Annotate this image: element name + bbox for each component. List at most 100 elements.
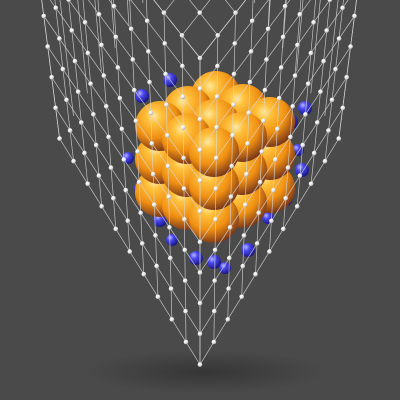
lattice-node xyxy=(72,58,78,64)
lattice-node xyxy=(164,133,170,138)
lattice-node xyxy=(290,104,296,109)
lattice-node xyxy=(85,181,90,187)
lattice-node xyxy=(213,217,218,222)
lattice-node xyxy=(336,136,342,141)
lattice-node xyxy=(85,50,91,56)
lattice-node xyxy=(254,241,260,246)
lattice-node xyxy=(71,158,76,164)
lattice-node xyxy=(119,126,125,132)
lattice-node xyxy=(256,210,262,216)
lattice-line xyxy=(153,0,201,59)
lattice-node xyxy=(295,42,300,48)
lattice-node xyxy=(228,194,234,200)
lattice-node xyxy=(180,94,186,99)
lattice-node xyxy=(231,102,236,108)
lattice-node xyxy=(79,120,84,125)
lattice-node xyxy=(182,217,187,222)
lattice-node xyxy=(246,110,251,116)
lattice-node xyxy=(57,36,62,41)
lattice-node xyxy=(88,81,93,87)
floor-shadow xyxy=(85,350,325,394)
lattice-node xyxy=(253,271,258,277)
lattice-node xyxy=(180,125,186,130)
lattice-node xyxy=(49,75,54,80)
lattice-node xyxy=(321,58,326,64)
lattice-node xyxy=(166,194,172,200)
lattice-node xyxy=(311,150,317,156)
lattice-node xyxy=(227,225,233,230)
lattice-node xyxy=(322,158,328,164)
lattice-node xyxy=(182,247,188,253)
lattice-node xyxy=(241,233,247,238)
lattice-node xyxy=(303,112,308,117)
lattice-node xyxy=(285,165,291,170)
lattice-node xyxy=(225,317,231,322)
lattice-node xyxy=(248,49,254,54)
lattice-node xyxy=(115,65,121,70)
lattice-node xyxy=(104,104,109,109)
lattice-node xyxy=(162,41,168,46)
lattice-node xyxy=(130,57,136,62)
lattice-node xyxy=(282,4,288,9)
lattice-node xyxy=(226,286,231,292)
lattice-line xyxy=(199,0,247,59)
lattice-node xyxy=(197,117,203,122)
lattice-node xyxy=(181,155,186,161)
lattice-node xyxy=(133,118,139,124)
lattice-node xyxy=(197,147,203,153)
lattice-node xyxy=(148,110,154,116)
lattice-line xyxy=(94,0,102,71)
blue-atom xyxy=(189,251,203,265)
lattice-node xyxy=(197,270,203,275)
lattice-node xyxy=(82,20,88,25)
lattice-node xyxy=(150,171,156,177)
lattice-node xyxy=(127,249,133,254)
lattice-node xyxy=(276,96,282,101)
lattice-node xyxy=(149,141,155,146)
lattice-node xyxy=(180,63,185,69)
lattice-node xyxy=(294,204,300,209)
lattice-node xyxy=(183,339,189,345)
lattice-node xyxy=(197,301,203,306)
lattice-node xyxy=(232,41,238,46)
orange-atom xyxy=(189,127,239,177)
lattice-node xyxy=(153,233,158,238)
lattice-node xyxy=(155,294,161,300)
lattice-node xyxy=(229,163,234,169)
lattice-node xyxy=(167,225,172,230)
lattice-node xyxy=(329,97,335,103)
lattice-node xyxy=(197,209,203,214)
lattice-node xyxy=(315,120,320,125)
lattice-node xyxy=(144,18,150,24)
blue-atom xyxy=(219,262,231,274)
lattice-node xyxy=(53,105,58,111)
lattice-node xyxy=(288,134,293,140)
lattice-node xyxy=(108,165,114,170)
lattice-line xyxy=(324,0,339,117)
lattice-node xyxy=(340,105,346,111)
lattice-node xyxy=(214,125,219,130)
lattice-node xyxy=(197,86,203,91)
lattice-node xyxy=(265,26,271,32)
lattice-node xyxy=(308,181,314,187)
lattice-node xyxy=(113,34,119,40)
lattice-node xyxy=(278,65,284,70)
lattice-node xyxy=(136,179,142,185)
lattice-node xyxy=(269,218,274,224)
lattice-node xyxy=(75,89,81,95)
lattice-node xyxy=(211,339,217,345)
blue-atom xyxy=(166,234,178,246)
lattice-node xyxy=(244,171,249,177)
lattice-node xyxy=(212,247,218,253)
lattice-node xyxy=(60,66,66,72)
lattice-node xyxy=(181,186,187,191)
lattice-node xyxy=(245,141,250,146)
lattice-node xyxy=(249,18,255,24)
lattice-node xyxy=(45,44,50,49)
lattice-node xyxy=(164,102,169,108)
lattice-node xyxy=(292,73,298,78)
lattice-node xyxy=(168,286,174,292)
lattice-node xyxy=(99,204,104,209)
lattice-node xyxy=(297,173,303,178)
